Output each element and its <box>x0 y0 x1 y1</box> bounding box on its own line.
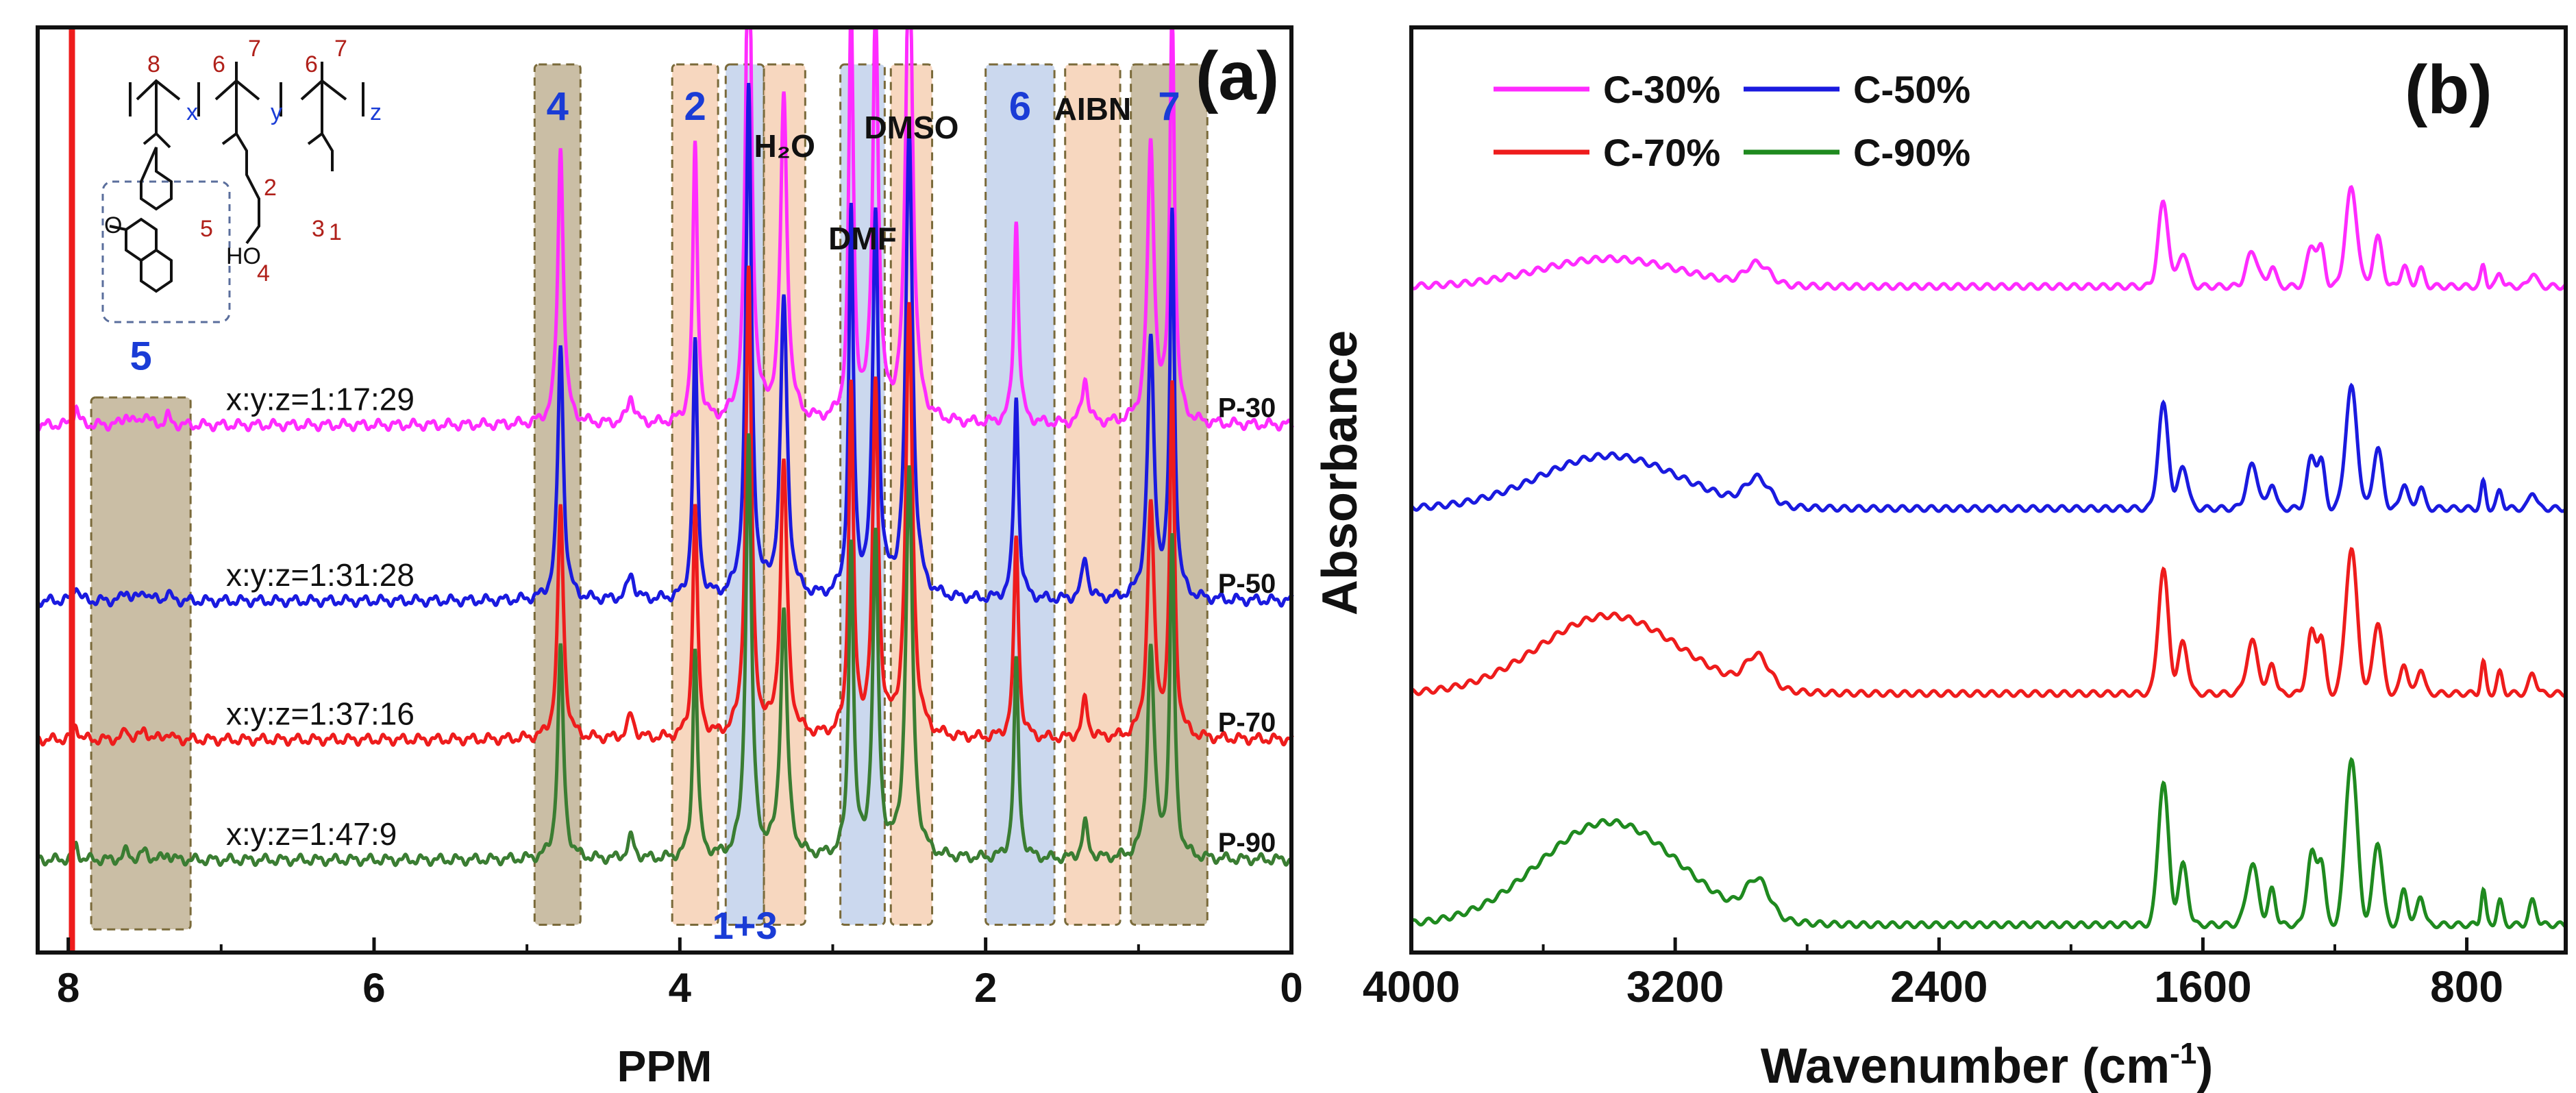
highlight-band <box>90 396 192 931</box>
band-label: 6 <box>1009 84 1031 129</box>
legend-label: C-50% <box>1853 68 1970 111</box>
panel-label: (b) <box>2405 51 2492 128</box>
x-tick-label: 8 <box>57 965 79 1011</box>
ratio-annotation: x:y:z=1:47:9 <box>226 816 397 852</box>
highlight-band <box>1064 63 1122 926</box>
ratio-annotation: x:y:z=1:17:29 <box>226 382 414 417</box>
series-line-P-30 <box>37 25 1294 432</box>
structure-labels: 8 6 7 6 7 5 2 3 1 4 x y z HO O <box>104 36 382 286</box>
series-label: P-30 <box>1218 393 1276 423</box>
x-axis-label-end: ) <box>2196 1039 2213 1093</box>
subscript-label: x <box>186 99 198 125</box>
x-axis-ticks: 4000 3200 2400 1600 800 <box>1363 937 2503 1011</box>
hydroxyl-label: HO <box>226 243 261 269</box>
carbon-label: 7 <box>334 36 347 62</box>
series-line-P-50 <box>36 82 1294 609</box>
legend: C-30% C-50% C-70% C-90% <box>1494 68 1970 174</box>
carbon-label: 2 <box>264 175 277 201</box>
carbon-label: 7 <box>248 36 261 62</box>
x-axis-label-sup: -1 <box>2170 1037 2196 1070</box>
subscript-label: z <box>370 99 382 125</box>
series-label: P-50 <box>1218 569 1276 599</box>
y-axis-label: Absorbance <box>1313 330 1367 615</box>
carbon-label: 1 <box>329 219 342 245</box>
ftir-spectra <box>1410 184 2567 930</box>
band-label: 4 <box>547 84 569 129</box>
nmr-spectra <box>36 25 1294 868</box>
x-tick-label: 3200 <box>1626 962 1724 1011</box>
band-label: DMSO <box>864 110 958 145</box>
series-line-P-70 <box>37 265 1294 748</box>
legend-label: C-90% <box>1853 131 1970 174</box>
series-line-C-30% <box>1410 184 2567 291</box>
subscript-label: y <box>271 99 282 125</box>
band-label: 5 <box>130 334 152 379</box>
plot-frame <box>36 25 1293 955</box>
x-tick-label: 4000 <box>1363 962 1460 1011</box>
band-label: DMF <box>828 221 897 256</box>
band-label: AIBN <box>1054 91 1131 127</box>
ratio-annotation: x:y:z=1:37:16 <box>226 696 414 732</box>
band-label: 1+3 <box>713 904 778 947</box>
carbon-label: 8 <box>147 51 160 77</box>
x-tick-label: 2 <box>974 965 997 1011</box>
legend-label: C-30% <box>1603 68 1720 111</box>
band-label: H₂O <box>754 128 815 164</box>
x-axis-label: PPM <box>617 1042 713 1091</box>
series-line-C-70% <box>1411 547 2566 698</box>
nmr-panel: 8 6 4 2 0 5 4 2 1+3 H₂O DMF DMSO 6 AIBN 7 x:y:z=1:17:… <box>36 25 1303 1091</box>
x-axis-label: Wavenumber (cm-1) <box>1761 1037 2214 1093</box>
x-tick-label: 1600 <box>2154 962 2251 1011</box>
band-label: 7 <box>1158 84 1180 129</box>
carbon-label: 4 <box>257 260 270 286</box>
x-tick-label: 2400 <box>1890 962 1987 1011</box>
panel-label: (a) <box>1196 38 1279 114</box>
band-label: 2 <box>684 84 706 129</box>
carbon-label: 6 <box>212 51 225 77</box>
x-tick-label: 0 <box>1280 965 1302 1011</box>
ratio-annotation: x:y:z=1:31:28 <box>226 557 414 593</box>
series-label: P-90 <box>1218 828 1276 858</box>
carbon-label: 6 <box>305 51 318 77</box>
highlight-band <box>671 63 719 926</box>
carbonyl-label: O <box>104 212 122 238</box>
x-axis-label-main: Wavenumber (cm <box>1761 1039 2170 1093</box>
series-line-C-90% <box>1410 757 2567 930</box>
series-line-P-90 <box>37 433 1293 868</box>
series-line-C-50% <box>1410 382 2567 513</box>
plot-frame <box>1409 25 2568 955</box>
ftir-panel: 4000 3200 2400 1600 800 C-30% C-50% C-70% C-90%… <box>1313 25 2568 1093</box>
legend-label: C-70% <box>1603 131 1720 174</box>
series-label: P-70 <box>1218 708 1276 738</box>
x-axis-ticks: 8 6 4 2 0 <box>57 937 1303 1011</box>
carbon-label: 3 <box>312 216 325 242</box>
carbon-label: 5 <box>200 216 213 242</box>
band-labels: 5 4 2 1+3 H₂O DMF DMSO 6 AIBN 7 <box>130 84 1180 947</box>
monomer-structure <box>101 62 364 323</box>
series-annotations: x:y:z=1:17:29 P-30 x:y:z=1:31:28 P-50 x:y:z=… <box>226 382 1276 859</box>
x-tick-label: 4 <box>669 965 692 1011</box>
x-tick-label: 800 <box>2430 962 2503 1011</box>
x-tick-label: 6 <box>362 965 385 1011</box>
